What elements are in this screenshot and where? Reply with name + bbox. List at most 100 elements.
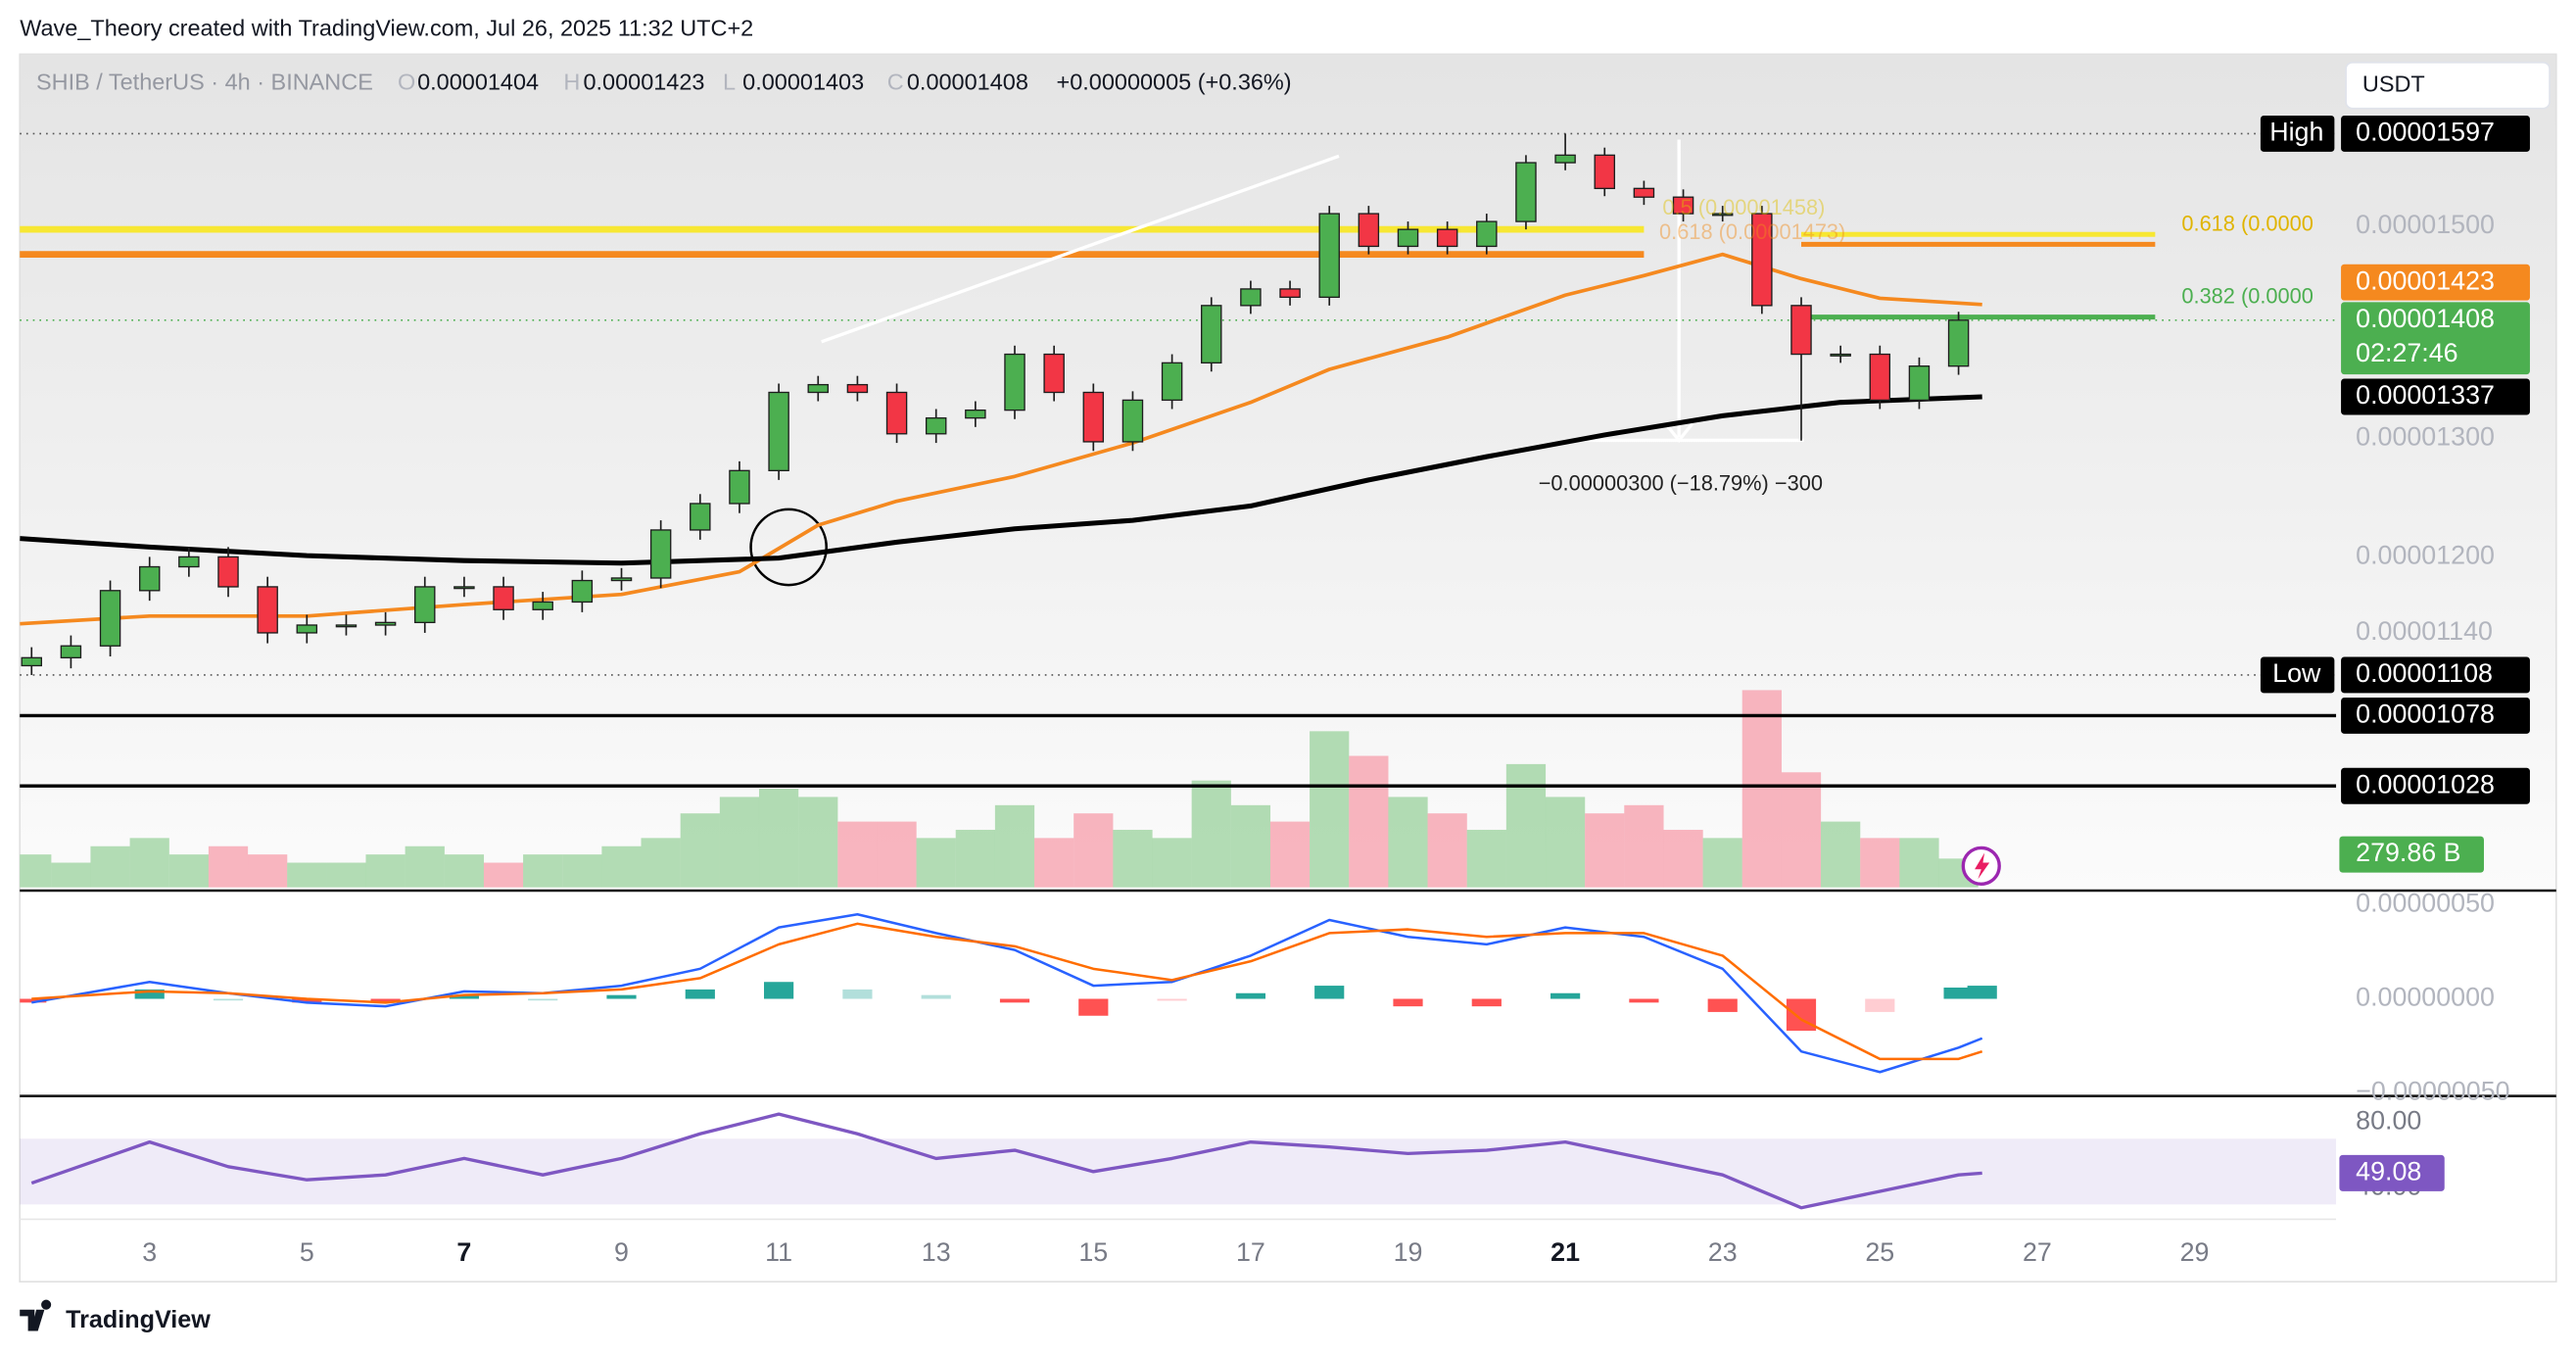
candle-body bbox=[1830, 353, 1851, 357]
candle-body bbox=[335, 624, 358, 628]
candle-body bbox=[846, 383, 869, 394]
volume-bar bbox=[1310, 731, 1350, 888]
candle-body bbox=[1279, 288, 1301, 299]
rsi-pane bbox=[20, 1097, 2556, 1282]
x-tick-label: 7 bbox=[456, 1237, 471, 1267]
macd-histogram-bar bbox=[1078, 998, 1109, 1016]
x-tick-label: 3 bbox=[142, 1237, 157, 1267]
x-tick-label: 25 bbox=[1865, 1237, 1894, 1267]
candle-body bbox=[99, 590, 121, 647]
candle-body bbox=[453, 586, 475, 590]
candle-body bbox=[257, 586, 278, 634]
back-layer bbox=[20, 1138, 2337, 1205]
volume-bar bbox=[523, 854, 563, 888]
volume-bar bbox=[1860, 838, 1900, 888]
candle-body bbox=[1869, 353, 1891, 402]
macd-histogram-bar bbox=[1393, 998, 1423, 1007]
x-tick-label: 29 bbox=[2180, 1237, 2210, 1267]
macd-histogram-bar bbox=[1865, 998, 1895, 1012]
candle-body bbox=[1790, 305, 1812, 356]
price-label-box bbox=[2341, 767, 2530, 804]
volume-bar bbox=[483, 862, 524, 888]
candle-body bbox=[1908, 365, 1931, 402]
x-tick-label: 5 bbox=[300, 1237, 314, 1267]
volume-bar bbox=[444, 854, 485, 888]
price-label-box bbox=[2341, 698, 2530, 734]
volume-bar bbox=[1899, 838, 1939, 888]
price-label-box bbox=[2341, 378, 2530, 415]
candle-body bbox=[807, 383, 829, 394]
macd-histogram-bar bbox=[1967, 986, 1997, 999]
x-tick-label: 15 bbox=[1078, 1237, 1108, 1267]
macd-tick-label: 0.00000000 bbox=[2356, 983, 2495, 1012]
volume-bar bbox=[90, 846, 130, 888]
macd-pane bbox=[20, 892, 2556, 1095]
macd-histogram-bar bbox=[999, 998, 1030, 1003]
candle-body bbox=[1711, 213, 1734, 217]
currency-button[interactable] bbox=[2345, 61, 2551, 110]
candle-body bbox=[532, 601, 553, 610]
candle-body bbox=[1004, 353, 1026, 411]
volume-bar bbox=[1663, 829, 1703, 888]
volume-bar bbox=[641, 838, 681, 888]
x-tick-label: 19 bbox=[1394, 1237, 1423, 1267]
x-tick-label: 9 bbox=[614, 1237, 629, 1267]
annotation: −0.00000300 (−18.79%) −300 bbox=[1539, 471, 1823, 496]
x-tick-label: 11 bbox=[765, 1237, 792, 1267]
candle-body bbox=[414, 586, 436, 624]
ohlc-key: C bbox=[887, 70, 904, 95]
volume-bar bbox=[1349, 755, 1389, 888]
candle-body bbox=[1082, 391, 1105, 443]
volume-layer bbox=[20, 690, 1979, 888]
volume-bar bbox=[1269, 821, 1311, 888]
macd-histogram-bar bbox=[685, 989, 715, 999]
candle-body bbox=[768, 391, 789, 472]
volume-bar bbox=[168, 854, 209, 888]
change: +0.00000005 (+0.36%) bbox=[1057, 70, 1292, 95]
macd-histogram-bar bbox=[370, 998, 401, 1003]
volume-bar bbox=[837, 821, 878, 888]
x-tick-label: 27 bbox=[2023, 1237, 2052, 1267]
volume-bar bbox=[562, 854, 602, 888]
brand-name: TradingView bbox=[66, 1306, 211, 1333]
candle-body bbox=[60, 645, 82, 659]
candle-body bbox=[1947, 319, 1970, 367]
ohlc-key: L bbox=[723, 70, 736, 95]
macd-histogram-bar bbox=[213, 998, 244, 1001]
y-tick-label: 0.00001200 bbox=[2356, 540, 2495, 569]
y-tick-label: 0.00001500 bbox=[2356, 210, 2495, 239]
candle-body bbox=[885, 391, 908, 435]
macd-histogram-bar bbox=[1943, 987, 1974, 999]
macd-histogram-bar bbox=[1707, 998, 1738, 1012]
alert-icon[interactable] bbox=[1961, 846, 2001, 887]
macd-histogram-bar bbox=[921, 994, 951, 999]
candle-body bbox=[925, 416, 947, 435]
volume-bar bbox=[1781, 772, 1822, 888]
level-layer bbox=[20, 132, 2337, 788]
brand-logo bbox=[20, 1299, 52, 1331]
rsi-tick-label: 80.00 bbox=[2356, 1106, 2421, 1136]
price-tag: High bbox=[2269, 118, 2323, 147]
rsi-band bbox=[20, 1138, 2337, 1205]
volume-bar bbox=[877, 821, 917, 888]
price-pane bbox=[20, 54, 2556, 890]
macd-line bbox=[31, 912, 1983, 1074]
macd-histogram-bar bbox=[1157, 998, 1187, 1001]
candle-body bbox=[1201, 305, 1222, 364]
macd-histogram-bar bbox=[1235, 992, 1266, 999]
x-tick-label: 17 bbox=[1236, 1237, 1265, 1267]
candle-body bbox=[1043, 353, 1065, 394]
volume-bar bbox=[1821, 821, 1861, 888]
volume-bar bbox=[287, 862, 327, 888]
alert-bolt[interactable] bbox=[1975, 852, 1990, 880]
price-label-box bbox=[2341, 264, 2530, 301]
volume-bar bbox=[798, 797, 838, 888]
signal-line bbox=[31, 922, 1983, 1061]
currency[interactable]: USDT bbox=[2362, 71, 2425, 96]
trend-line bbox=[821, 154, 1340, 344]
candle-body bbox=[1121, 399, 1144, 443]
candle-body bbox=[1436, 228, 1458, 248]
volume-bar bbox=[955, 829, 995, 888]
moving-average bbox=[20, 394, 1982, 566]
